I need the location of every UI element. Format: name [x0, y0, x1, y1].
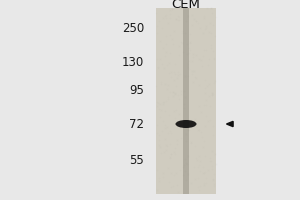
Text: 55: 55 [129, 154, 144, 166]
Text: CEM: CEM [172, 0, 200, 11]
Text: 130: 130 [122, 55, 144, 68]
Polygon shape [226, 121, 233, 127]
Text: 72: 72 [129, 117, 144, 130]
Text: 250: 250 [122, 21, 144, 34]
Ellipse shape [176, 120, 197, 128]
Bar [156, 8, 216, 194]
Text: 95: 95 [129, 84, 144, 97]
Bar [183, 8, 189, 194]
